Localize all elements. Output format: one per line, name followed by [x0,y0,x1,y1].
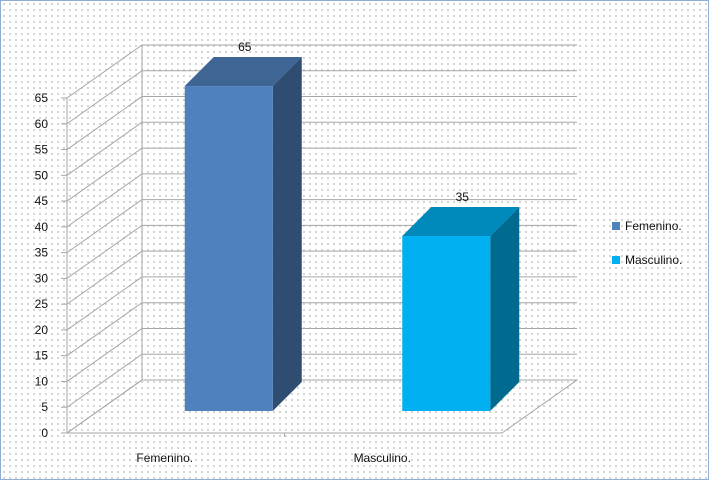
bar-top [184,57,302,87]
axes [65,45,579,437]
data-label: 65 [238,40,252,54]
gridline [66,44,577,99]
y-tick-label: 20 [35,323,49,337]
legend-label: Femenino. [625,219,682,233]
bar-1 [184,57,302,412]
x-axis-labels: Femenino. Masculino. [136,451,411,465]
gridline [66,121,577,176]
legend-label: Masculino. [625,253,682,267]
y-tick-label: 50 [35,168,49,182]
bar-side [490,207,520,411]
y-tick-label: 65 [35,91,49,105]
y-tick-label: 0 [41,426,48,440]
y-tick-label: 55 [35,143,49,157]
bar-front [402,236,491,411]
data-label: 35 [456,190,470,204]
y-tick-label: 10 [35,374,49,388]
bar-top [402,207,520,237]
bars [184,57,520,412]
floor [65,379,579,434]
y-axis-ticks: 0 5 10 15 20 25 30 35 40 45 50 55 60 65 [35,91,67,440]
gridline [66,147,577,202]
legend-swatch [612,222,620,230]
bar-2 [402,207,520,411]
y-tick-label: 40 [35,220,49,234]
data-labels: 65 35 [238,40,469,204]
bar-side [272,57,302,412]
y-tick-label: 15 [35,349,49,363]
y-tick-label: 60 [35,117,49,131]
y-tick-label: 35 [35,246,49,260]
x-category-label: Masculino. [354,451,411,465]
bar-front [184,86,273,412]
legend-swatch [612,256,620,264]
y-tick-label: 5 [41,400,48,414]
y-tick-label: 25 [35,297,49,311]
gridline [66,70,577,125]
legend: Femenino. Masculino. [612,219,682,267]
gridline [66,96,577,150]
y-tick-label: 45 [35,194,49,208]
y-tick-label: 30 [35,271,49,285]
x-category-label: Femenino. [136,451,193,465]
